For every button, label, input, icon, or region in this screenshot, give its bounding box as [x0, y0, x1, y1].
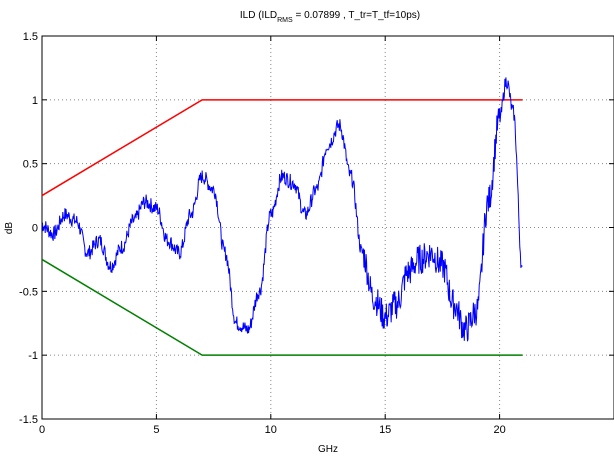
x-tick-label: 20 [493, 424, 505, 436]
x-tick-label: 15 [379, 424, 391, 436]
series-line-ild [41, 77, 523, 342]
chart-title: ILD (ILDRMS = 0.07899 , T_tr=T_tf=10ps) [240, 10, 420, 24]
y-tick-label: 1.5 [23, 31, 38, 43]
y-tick-label: -1.5 [19, 414, 38, 426]
y-tick-label: 1 [32, 95, 38, 107]
y-tick-label: 0.5 [23, 159, 38, 171]
y-tick-label: -1 [28, 350, 38, 362]
x-axis-label: GHz [318, 444, 338, 455]
axis-ticks: 0 5 10 15 20 -1.5 -1 -0.5 0 0.5 1 1.5 [19, 31, 614, 436]
plot-area [41, 35, 614, 420]
series-line-lower [41, 258, 523, 356]
x-tick-label: 10 [265, 424, 277, 436]
chart-title-subscript: RMS [277, 17, 293, 24]
series-group [41, 77, 523, 356]
x-tick-label: 5 [153, 424, 159, 436]
chart-title-suffix: = 0.07899 , T_tr=T_tf=10ps) [293, 10, 420, 21]
x-tick-label: 0 [39, 424, 45, 436]
series-line-upper [41, 99, 523, 197]
y-tick-label: -0.5 [19, 286, 38, 298]
y-tick-label: 0 [32, 223, 38, 235]
y-axis-label: dB [4, 222, 15, 235]
chart-title-prefix: ILD (ILD [240, 10, 277, 21]
